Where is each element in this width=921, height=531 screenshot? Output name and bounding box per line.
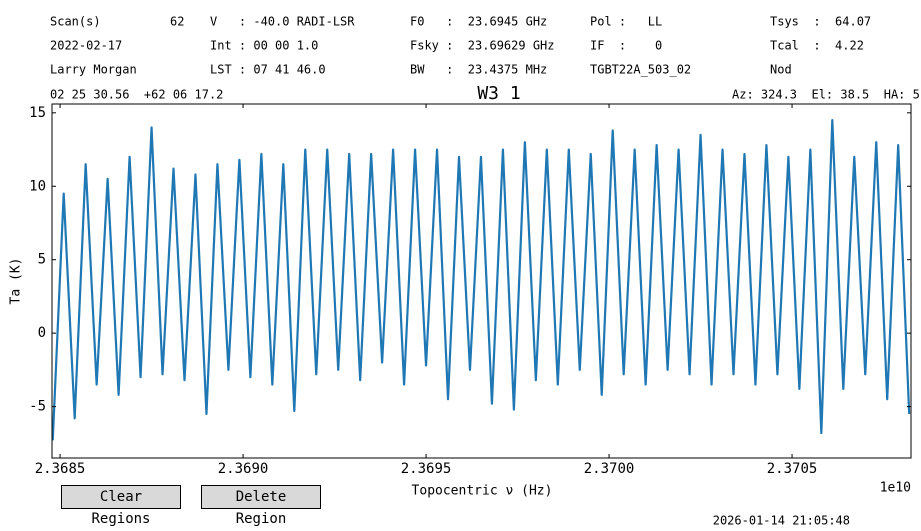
x-tick-label: 2.3690 bbox=[218, 461, 269, 477]
header-field: Tcal : 4.22 bbox=[770, 39, 864, 53]
y-tick-label: 15 bbox=[29, 105, 46, 121]
x-tick-label: 2.3695 bbox=[401, 461, 452, 477]
header-field: 2022-02-17 bbox=[50, 39, 122, 53]
x-tick-label: 2.3705 bbox=[767, 461, 818, 477]
y-tick-label: -5 bbox=[29, 399, 46, 415]
header-field: TGBT22A_503_02 bbox=[590, 63, 691, 77]
plot-frame bbox=[51, 103, 912, 459]
x-tick-label: 2.3685 bbox=[35, 461, 86, 477]
header-field: Larry Morgan bbox=[50, 63, 137, 77]
delete-region-button[interactable]: Delete Region bbox=[201, 485, 321, 527]
y-axis-label: Ta (K) bbox=[9, 258, 24, 305]
x-tick-label: 2.3700 bbox=[584, 461, 635, 477]
x-offset: 1e10 bbox=[880, 481, 911, 496]
header-field: BW : 23.4375 MHz bbox=[410, 63, 547, 77]
timestamp: 2026-01-14 21:05:48 bbox=[713, 514, 850, 528]
y-tick-label: 5 bbox=[38, 252, 46, 268]
header-field: IF : 0 bbox=[590, 39, 662, 53]
header-field: Pol : LL bbox=[590, 15, 662, 29]
header-field: Fsky : 23.69629 GHz bbox=[410, 39, 555, 53]
y-tick-label: 10 bbox=[29, 178, 46, 194]
clear-regions-button[interactable]: Clear Regions bbox=[61, 485, 181, 527]
header-field: Scan(s) bbox=[50, 15, 101, 29]
header-field: Nod bbox=[770, 63, 792, 77]
pointing: Az: 324.3 El: 38.5 HA: 5 bbox=[732, 88, 920, 102]
header-field: 62 bbox=[170, 15, 184, 29]
chart-title: W3 1 bbox=[477, 83, 520, 104]
x-axis-label: Topocentric ν (Hz) bbox=[412, 484, 553, 499]
header-field: LST : 07 41 46.0 bbox=[210, 63, 326, 77]
header-field: F0 : 23.6945 GHz bbox=[410, 15, 547, 29]
header-field: V : -40.0 RADI-LSR bbox=[210, 15, 355, 29]
coordinates: 02 25 30.56 +62 06 17.2 bbox=[50, 88, 223, 102]
header-field: Tsys : 64.07 bbox=[770, 15, 871, 29]
spectrum-line bbox=[52, 119, 911, 441]
header-field: Int : 00 00 1.0 bbox=[210, 39, 318, 53]
y-tick-label: 0 bbox=[38, 325, 46, 341]
